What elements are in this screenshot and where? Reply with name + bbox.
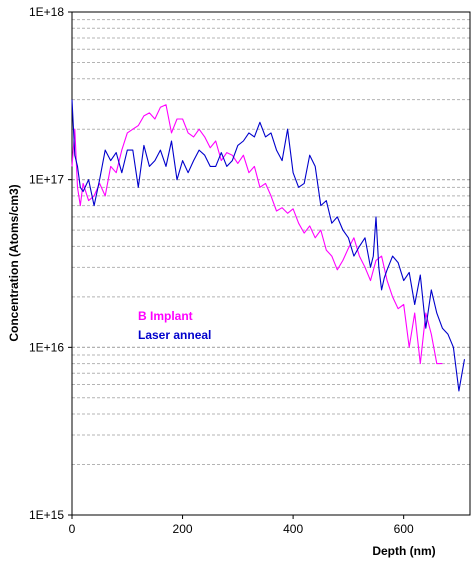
x-tick-label: 0 [69,522,76,536]
legend-item-laser-anneal: Laser anneal [138,328,211,342]
x-tick-label: 600 [394,522,414,536]
legend-item-b-implant: B Implant [138,309,193,323]
y-tick-label: 1E+18 [29,5,64,19]
plot-area-border [71,11,471,516]
y-tick-label: 1E+17 [29,173,64,187]
series-group [71,99,466,392]
y-axis-title: Concentration (Atoms/cm3) [7,184,21,341]
y-tick-label: 1E+16 [29,340,64,354]
x-axis-title: Depth (nm) [372,544,435,558]
x-tick-label: 400 [283,522,303,536]
y-axis-ticks: 1E+15 1E+16 1E+17 1E+18 [29,5,72,522]
gridlines [72,19,470,466]
x-axis-ticks: 0 200 400 600 [69,515,414,536]
y-tick-label: 1E+15 [29,508,64,522]
series-line-b-implant [71,104,443,365]
series-line-laser-anneal [71,99,466,392]
x-tick-label: 200 [173,522,193,536]
